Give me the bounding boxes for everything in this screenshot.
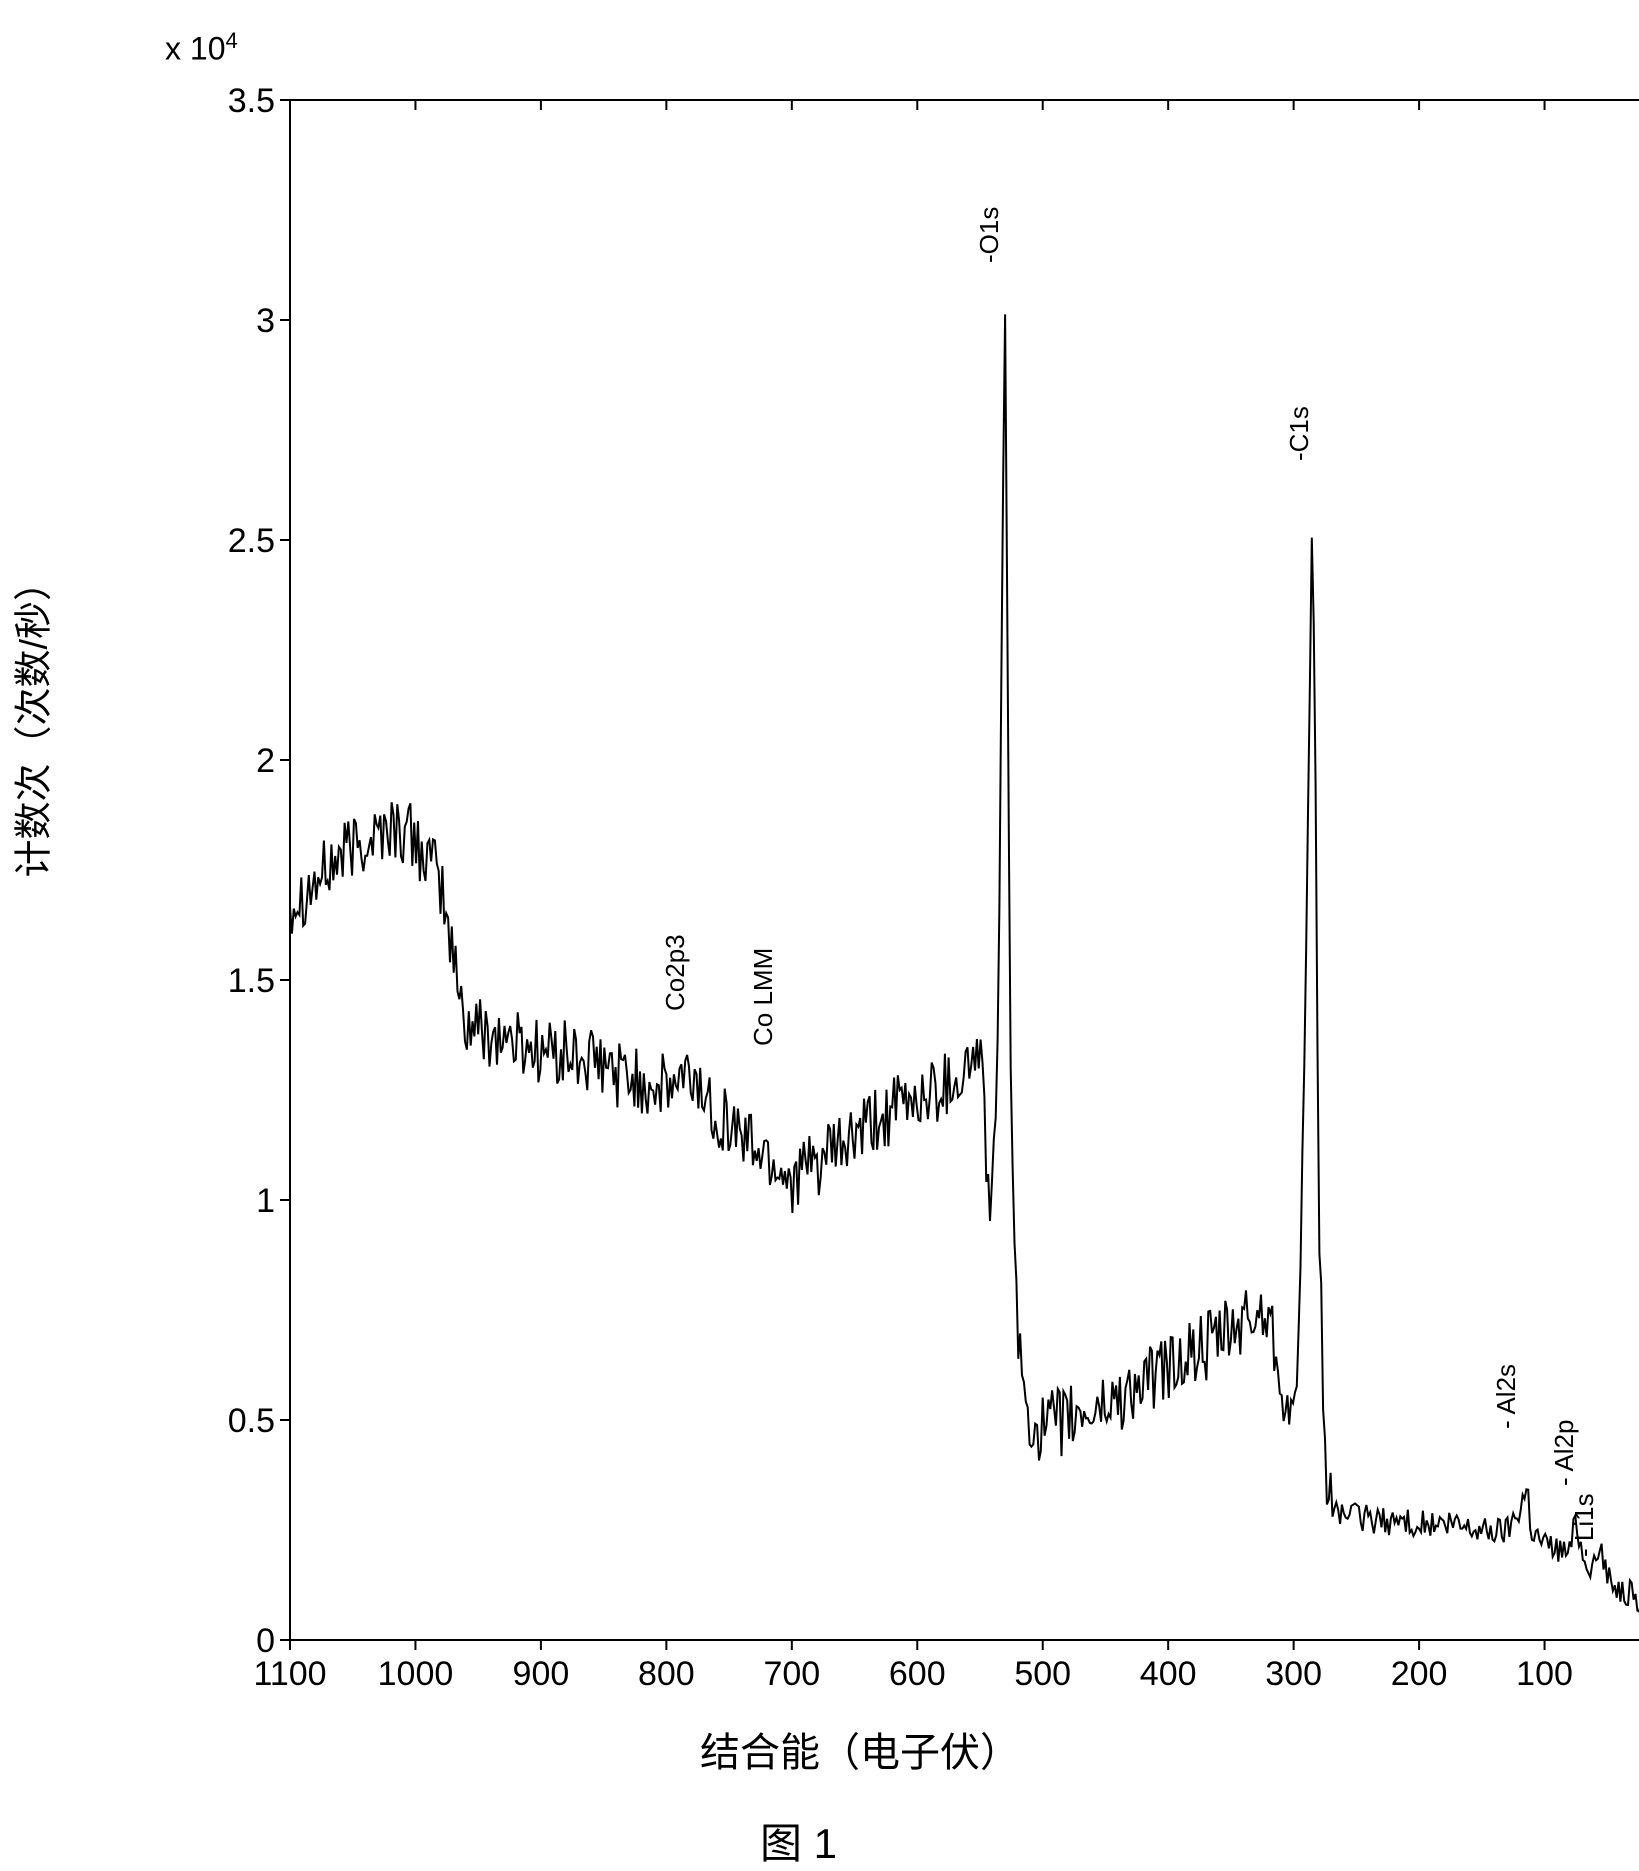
x-tick-label: 300 xyxy=(1265,1655,1322,1694)
peak-label: - Al2p xyxy=(1549,1420,1580,1487)
y-tick-label: 3.5 xyxy=(205,82,275,121)
y-tick-label: 2.5 xyxy=(205,522,275,561)
peak-label: - Al2s xyxy=(1491,1364,1522,1429)
chart-svg xyxy=(100,30,1639,1660)
y-tick-label: 2 xyxy=(205,742,275,781)
y-tick-label: 0 xyxy=(205,1622,275,1661)
peak-label: -C1s xyxy=(1284,406,1315,461)
y-tick-label: 1.5 xyxy=(205,962,275,1001)
y-tick-label: 0.5 xyxy=(205,1402,275,1441)
peak-label: Co2p3 xyxy=(660,934,691,1011)
x-tick-label: 1000 xyxy=(378,1655,454,1694)
x-tick-label: 600 xyxy=(889,1655,946,1694)
x-tick-label: 700 xyxy=(763,1655,820,1694)
peak-label: -O1s xyxy=(974,207,1005,263)
peak-label: Co LMM xyxy=(748,948,779,1046)
x-tick-label: 900 xyxy=(513,1655,570,1694)
x-tick-label: 800 xyxy=(638,1655,695,1694)
y-axis-label: 计数次（次数/秒） xyxy=(3,563,58,878)
figure-number: 图 1 xyxy=(760,1810,837,1871)
peak-label: - Li1s xyxy=(1569,1493,1600,1557)
x-tick-label: 400 xyxy=(1140,1655,1197,1694)
x-tick-label: 200 xyxy=(1391,1655,1448,1694)
y-tick-label: 3 xyxy=(205,302,275,341)
x-tick-label: 100 xyxy=(1516,1655,1573,1694)
y-exponent-label: x 104 xyxy=(165,28,238,68)
x-axis-label: 结合能（电子伏） xyxy=(700,1720,1020,1778)
x-tick-label: 500 xyxy=(1014,1655,1071,1694)
y-tick-label: 1 xyxy=(205,1182,275,1221)
xps-spectrum-chart xyxy=(100,30,1580,1650)
